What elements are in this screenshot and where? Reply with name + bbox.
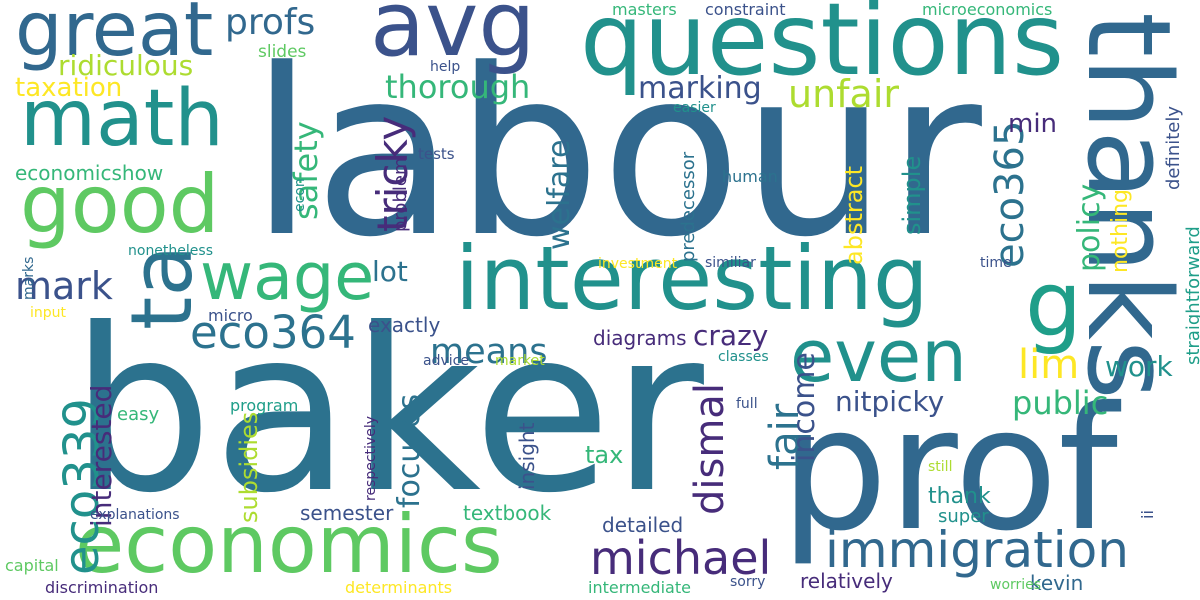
- cloud-word: explanations: [90, 507, 180, 523]
- cloud-word: abstract: [840, 165, 868, 265]
- cloud-word: kevin: [1030, 571, 1084, 595]
- cloud-word: marking: [638, 71, 762, 106]
- cloud-word: economicshow: [15, 161, 164, 185]
- cloud-word: lim: [1018, 342, 1080, 388]
- cloud-word: even: [790, 314, 967, 398]
- cloud-word: still: [928, 459, 953, 475]
- cloud-word: simple: [898, 155, 926, 235]
- cloud-word: textbook: [463, 501, 552, 525]
- cloud-word: relatively: [800, 569, 893, 593]
- cloud-word: determinants: [345, 578, 453, 597]
- cloud-word: profs: [225, 2, 316, 43]
- cloud-word: mark: [15, 264, 113, 308]
- cloud-word: immigration: [825, 521, 1129, 579]
- cloud-word: econ: [292, 178, 308, 212]
- cloud-word: eco364: [190, 306, 356, 359]
- cloud-word: straightforward: [1183, 226, 1200, 365]
- cloud-word: super: [938, 506, 989, 527]
- cloud-word: slides: [258, 42, 307, 62]
- cloud-word: program: [230, 396, 299, 415]
- cloud-word: economics: [75, 498, 503, 591]
- cloud-word: means: [430, 332, 548, 372]
- cloud-word: welfare: [542, 139, 577, 250]
- cloud-word: avg: [370, 0, 536, 77]
- cloud-word: sorry: [730, 574, 766, 590]
- cloud-word: advice: [423, 353, 469, 369]
- cloud-word: easier: [673, 100, 716, 116]
- cloud-word: focuses: [392, 393, 427, 508]
- cloud-word: math: [20, 74, 224, 164]
- cloud-word: human: [722, 167, 778, 186]
- cloud-word: g: [1025, 252, 1083, 357]
- cloud-word: worries: [990, 577, 1042, 593]
- cloud-word: definitely: [1163, 105, 1184, 190]
- cloud-word: interesting: [455, 227, 929, 330]
- cloud-word: classes: [718, 349, 769, 365]
- cloud-word: semester: [300, 501, 394, 525]
- cloud-word: tests: [418, 145, 455, 163]
- cloud-word: masters: [612, 0, 677, 19]
- cloud-word: ii: [1138, 510, 1157, 519]
- cloud-word: nothing: [1108, 189, 1133, 273]
- cloud-word: unfair: [788, 72, 900, 116]
- cloud-word: nitpicky: [835, 385, 945, 418]
- cloud-word: input: [30, 305, 67, 321]
- cloud-word: exactly: [368, 313, 441, 337]
- cloud-word: taxation: [15, 73, 123, 103]
- cloud-word: labour: [250, 21, 982, 288]
- cloud-word: time: [980, 255, 1012, 271]
- cloud-word: work: [1105, 350, 1173, 383]
- cloud-word: great: [15, 0, 214, 73]
- cloud-word: public: [1012, 384, 1109, 422]
- cloud-word: eco365: [987, 120, 1033, 268]
- cloud-word: full: [736, 396, 758, 412]
- cloud-word: constraint: [705, 0, 786, 19]
- cloud-word: problem: [390, 157, 411, 232]
- cloud-word: lot: [372, 255, 408, 288]
- cloud-word: microeconomics: [922, 0, 1053, 19]
- cloud-word: predecessor: [678, 151, 699, 262]
- cloud-word: tax: [585, 441, 624, 469]
- cloud-word: wage: [200, 240, 375, 315]
- cloud-word: nonetheless: [128, 243, 213, 259]
- cloud-word: michael: [590, 531, 772, 585]
- cloud-word: insight: [515, 422, 539, 490]
- cloud-word: subsidies: [235, 411, 263, 523]
- cloud-word: investment: [598, 256, 678, 272]
- cloud-word: questions: [580, 0, 1065, 98]
- cloud-word: min: [1008, 109, 1058, 139]
- cloud-word: thank: [928, 484, 991, 509]
- cloud-word: interested: [85, 384, 118, 527]
- cloud-word: discrimination: [45, 578, 159, 597]
- cloud-word: ridiculous: [58, 49, 194, 82]
- cloud-word: detailed: [602, 513, 684, 537]
- cloud-word: micro: [208, 306, 253, 325]
- cloud-word: thorough: [385, 68, 531, 106]
- cloud-word: dismal: [687, 383, 733, 515]
- cloud-word: easy: [117, 404, 160, 425]
- cloud-word: policy: [1072, 183, 1107, 272]
- cloud-word: intermediate: [588, 578, 691, 597]
- cloud-word: crazy: [693, 319, 769, 352]
- cloud-word: prof: [780, 371, 1118, 569]
- cloud-word: market: [495, 353, 545, 369]
- cloud-word: capital: [5, 556, 59, 575]
- cloud-word: marks: [21, 256, 37, 300]
- cloud-word: diagrams: [593, 326, 687, 350]
- cloud-word: good: [20, 158, 220, 251]
- cloud-word: income: [787, 352, 822, 462]
- cloud-word: similiar: [705, 255, 756, 271]
- cloud-word: baker: [70, 281, 704, 543]
- cloud-word: help: [430, 59, 461, 75]
- cloud-word: respectively: [363, 415, 379, 501]
